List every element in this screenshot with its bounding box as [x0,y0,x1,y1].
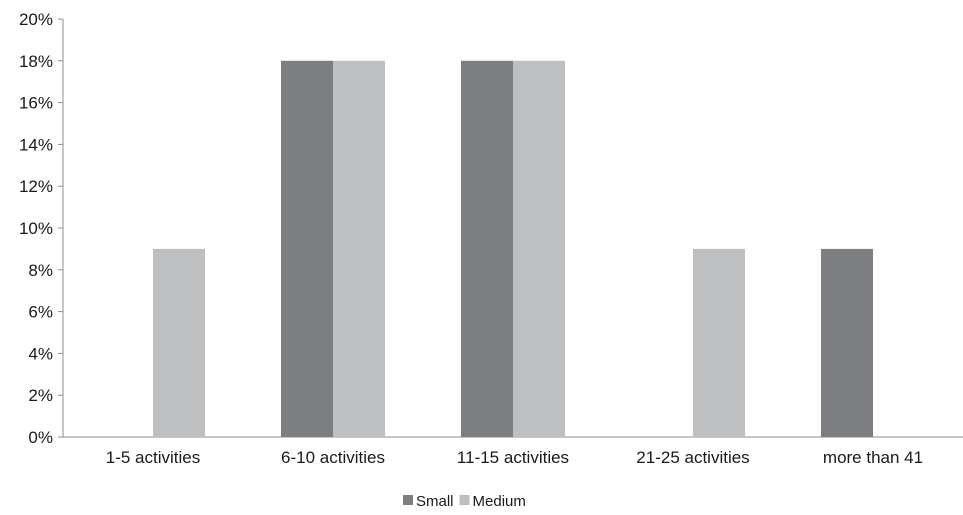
x-category-label: 6-10 activities [281,448,385,467]
x-category-label: 21-25 activities [636,448,749,467]
legend: Small Medium [403,493,526,510]
bar-small-2 [281,60,333,438]
legend-swatch-small [403,495,413,505]
y-tick-label: 8% [28,261,53,280]
bar-medium-2 [333,60,385,438]
y-tick-label: 4% [28,344,53,363]
y-tick-label: 14% [19,135,53,154]
bar-small-5 [821,248,873,437]
y-tick-label: 2% [28,386,53,405]
y-axis: 0% 2% 4% 6% 8% 10% 12% 14% 16% 18% 20% [19,10,64,447]
y-tick-label: 18% [19,52,53,71]
y-tick-label: 6% [28,303,53,322]
bars [153,60,873,438]
x-category-label: 11-15 activities [457,448,569,467]
bar-small-3 [461,60,513,438]
bar-medium-4 [693,248,745,437]
legend-label-small: Small [416,493,454,510]
y-tick-label: 12% [19,177,53,196]
legend-swatch-medium [459,495,470,505]
y-tick-label: 0% [28,428,53,447]
bar-medium-1 [153,248,205,437]
x-axis: 1-5 activities 6-10 activities 11-15 activ… [63,436,963,467]
y-tick-label: 20% [19,10,53,29]
y-tick-label: 10% [19,219,53,238]
x-category-label: 1-5 activities [106,448,200,467]
y-tick-label: 16% [19,94,53,113]
bar-medium-3 [513,60,565,438]
x-category-label: more than 41 [823,448,923,467]
legend-label-medium: Medium [473,493,526,510]
